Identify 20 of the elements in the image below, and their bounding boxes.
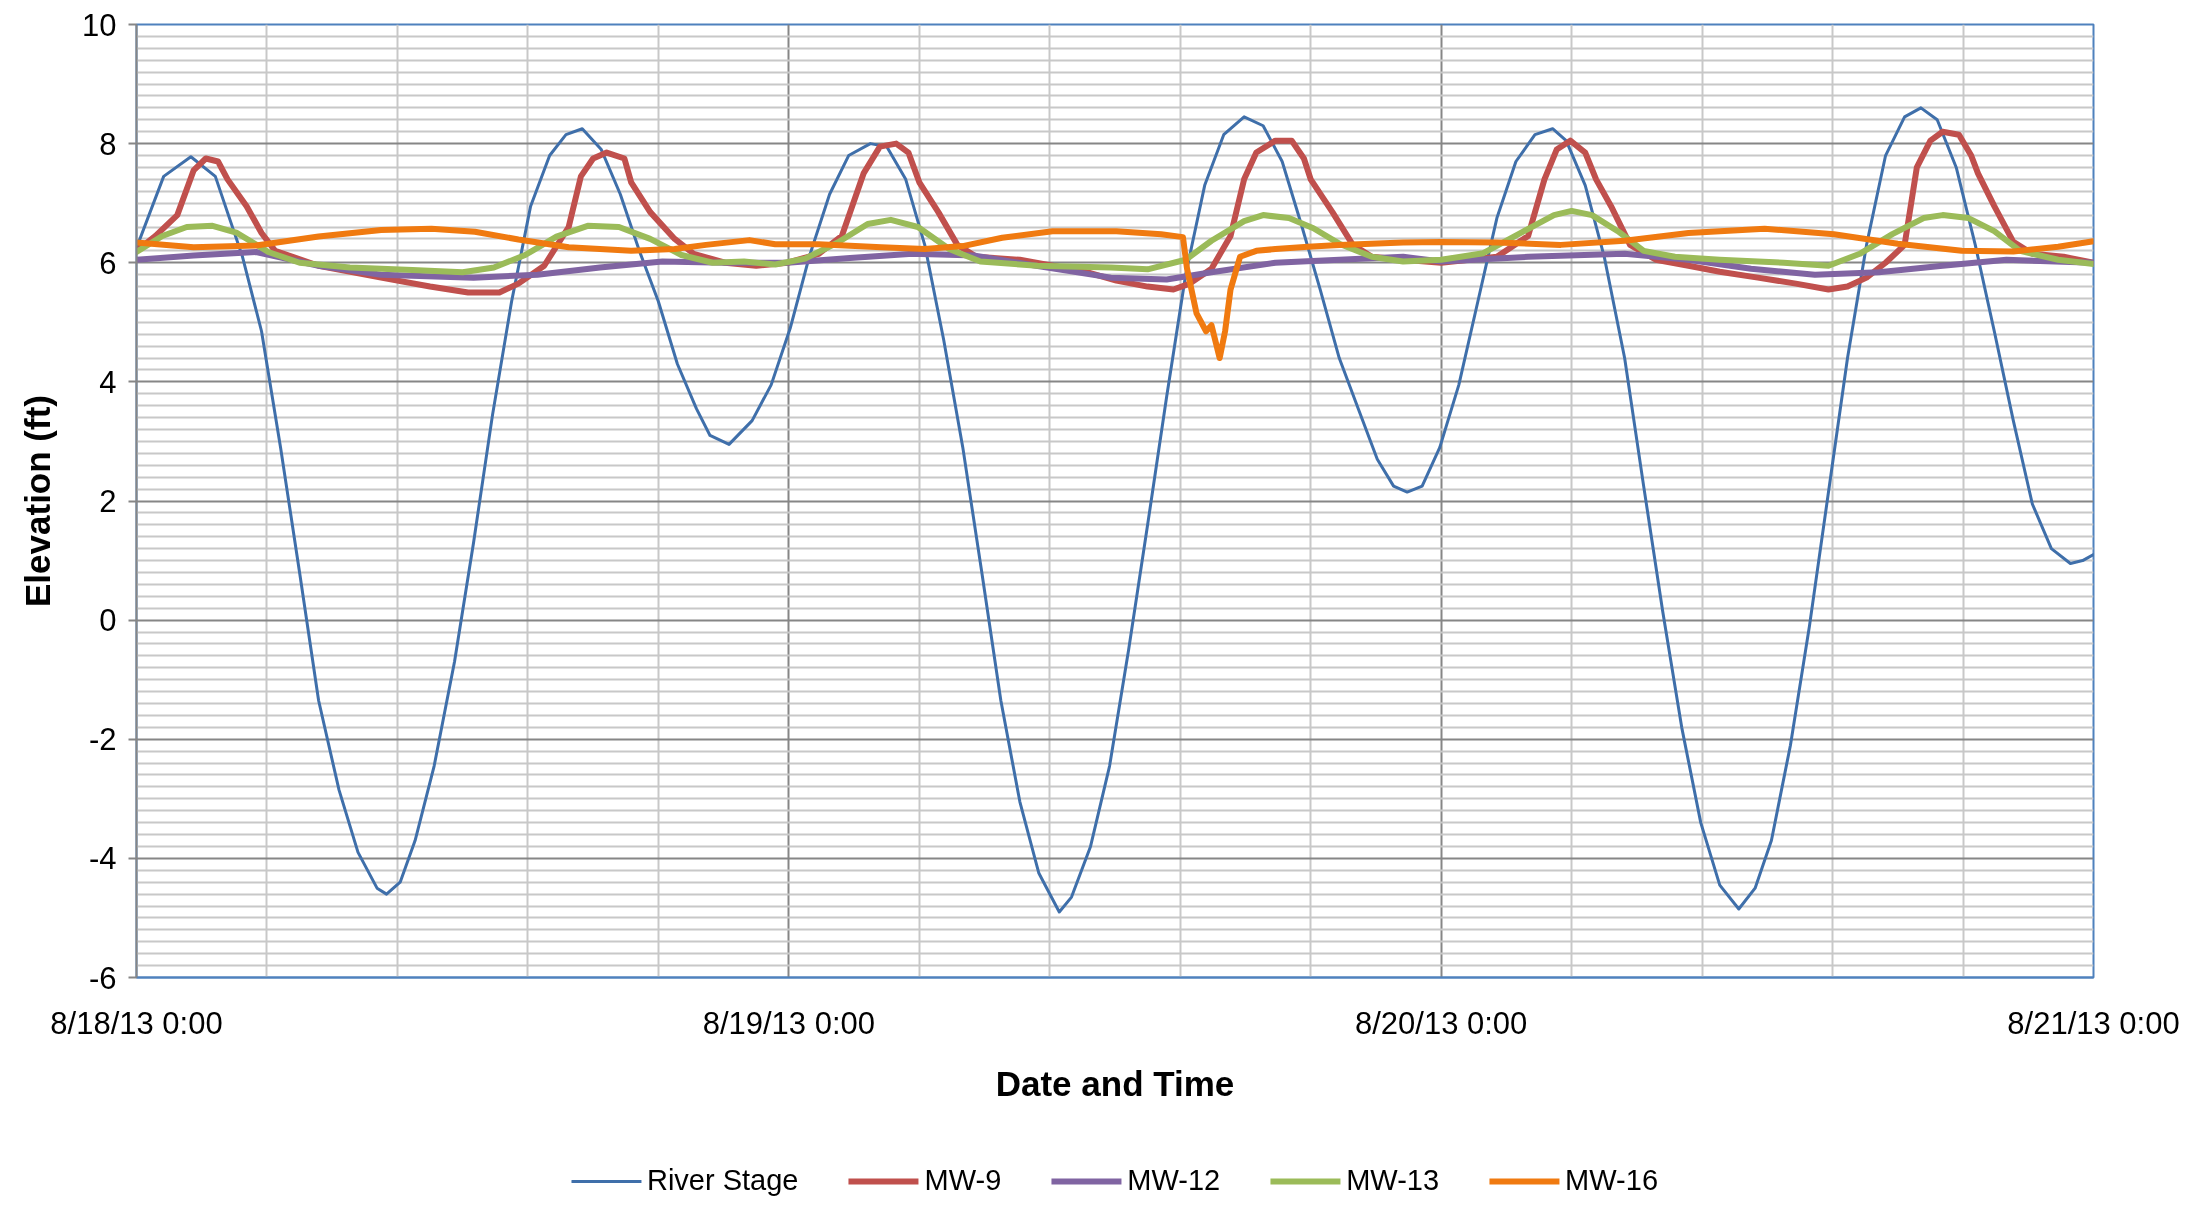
legend-label: MW-13 [1346, 1164, 1440, 1197]
legend-label: River Stage [646, 1164, 799, 1197]
x-axis-title: Date and Time [995, 1063, 1235, 1103]
legend-label: MW-12 [1127, 1164, 1221, 1197]
y-tick-label: -2 [88, 722, 117, 758]
y-tick-label: 6 [99, 245, 117, 281]
x-tick-label: 8/21/13 0:00 [2007, 1005, 2180, 1041]
y-tick-label: 0 [99, 603, 117, 639]
y-tick-label: 2 [99, 484, 117, 519]
legend-label: MW-9 [924, 1164, 1002, 1197]
y-tick-label: -4 [88, 841, 117, 877]
y-tick-label: 4 [99, 364, 117, 400]
y-tick-label: 8 [99, 126, 117, 162]
x-tick-label: 8/18/13 0:00 [50, 1005, 223, 1041]
x-tick-label: 8/19/13 0:00 [702, 1005, 876, 1041]
y-axis-title: Elevation (ft) [18, 395, 58, 607]
x-tick-label: 8/20/13 0:00 [1354, 1005, 1528, 1041]
y-tick-label: 10 [82, 7, 117, 43]
y-tick-label: -6 [88, 960, 117, 996]
legend-label: MW-16 [1565, 1164, 1659, 1197]
